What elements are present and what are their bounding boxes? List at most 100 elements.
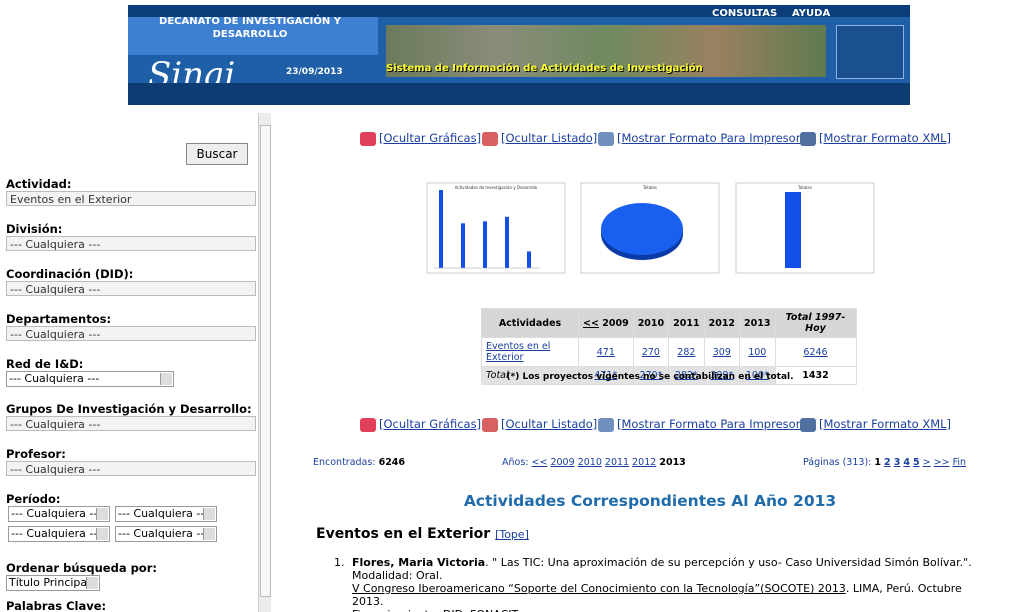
years-prev[interactable]: <<	[531, 457, 548, 468]
field-label: Actividad:	[6, 177, 72, 191]
chart-frame	[735, 182, 875, 274]
toolbar-link[interactable]: [Ocultar Gráficas]	[379, 417, 482, 431]
toolbar-link[interactable]: [Mostrar Formato Para Impresora]	[617, 131, 812, 145]
toolbar-item: [Mostrar Formato Para Impresora]	[598, 131, 812, 146]
value-link[interactable]: 6246	[803, 346, 828, 358]
year-link[interactable]: 2010	[577, 457, 602, 468]
header-cell: 2012	[703, 308, 741, 338]
date: 23/09/2013	[286, 67, 343, 77]
value-link[interactable]: 270*	[639, 370, 663, 381]
nav-link[interactable]: AYUDA	[792, 8, 831, 19]
field-label: Profesor:	[6, 447, 66, 461]
bar	[505, 216, 509, 268]
found: Encontradas: 6246	[313, 457, 405, 468]
row-link[interactable]: Eventos en el Exterior	[486, 341, 551, 363]
chart-title: Actividades de Investigación y Desarroll…	[455, 185, 538, 190]
page-link[interactable]: 5	[913, 457, 920, 468]
header-cell: 2010	[632, 308, 670, 338]
toolbar-link[interactable]: [Mostrar Formato XML]	[819, 417, 952, 431]
toolbar-link[interactable]: [Mostrar Formato Para Impresora]	[617, 417, 812, 431]
total-cell: 1432	[774, 366, 857, 385]
value-link[interactable]: 471*	[594, 370, 618, 381]
select[interactable]: --- Cualquiera ---	[115, 506, 217, 522]
item-text: . " Las TIC: Una aproximación de su perc…	[352, 556, 972, 582]
year-link[interactable]: 2011	[604, 457, 630, 468]
org-box	[128, 17, 378, 55]
field-box[interactable]: --- Cualquiera ---	[6, 416, 256, 431]
toolbar-item: [Ocultar Listado]	[482, 417, 597, 432]
top-link[interactable]: [Tope]	[495, 528, 529, 541]
nav-bar	[128, 5, 910, 17]
field-box[interactable]: --- Cualquiera ---	[6, 326, 256, 341]
page-link[interactable]: 3	[893, 457, 901, 468]
field-label: Período:	[6, 492, 61, 506]
field-box[interactable]: --- Cualquiera ---	[6, 281, 256, 296]
table-note: (*) Los proyectos vigentes no se contabi…	[506, 372, 794, 382]
bar	[439, 190, 443, 268]
value-link[interactable]: 309*	[710, 370, 734, 381]
toolbar-item: [Ocultar Gráficas]	[360, 131, 481, 146]
select[interactable]: Título Principal	[6, 575, 100, 591]
summary-table: Actividades << 2009 2010 2011 2012 2013 …	[481, 308, 857, 385]
toolbar-icon	[598, 131, 614, 146]
field-label: División:	[6, 222, 63, 236]
value-link[interactable]: 100*	[745, 370, 769, 381]
toolbar-item: [Mostrar Formato XML]	[800, 131, 951, 146]
field-box[interactable]: Eventos en el Exterior	[6, 191, 256, 206]
page-link[interactable]: Fin	[952, 457, 967, 468]
nav-link[interactable]: CONSULTAS	[712, 8, 778, 19]
toolbar-link[interactable]: [Ocultar Listado]	[501, 131, 598, 145]
page-link[interactable]: 2	[884, 457, 891, 468]
pages-label: Páginas (313):	[803, 457, 872, 468]
value-link[interactable]: 282*	[674, 370, 698, 381]
value-link[interactable]: 100	[748, 346, 767, 358]
toolbar-icon	[360, 131, 376, 146]
page-link[interactable]: >	[922, 457, 931, 468]
select[interactable]: --- Cualquiera ---	[6, 371, 174, 387]
prev-link[interactable]: <<	[583, 317, 599, 329]
found-label: Encontradas:	[313, 457, 376, 468]
item-number: 1.	[334, 556, 345, 569]
bar	[483, 221, 487, 268]
page-link[interactable]: 4	[903, 457, 910, 468]
item-body: Flores, Maria Victoria. " Las TIC: Una a…	[352, 556, 992, 612]
year-link[interactable]: 2012	[632, 457, 657, 468]
item: 1. Flores, Maria Victoria. " Las TIC: Un…	[334, 556, 994, 612]
value-link[interactable]: 282	[677, 346, 696, 358]
years-nav: Años: << 2009 2010 2011 2012 2013	[502, 457, 686, 468]
select[interactable]: --- Cualquiera ---	[115, 526, 217, 542]
author: Flores, Maria Victoria	[352, 556, 486, 569]
event: V Congreso Iberoamericano “Soporte del C…	[352, 582, 846, 595]
summary-table-wrap: Actividades << 2009 2010 2011 2012 2013 …	[481, 308, 857, 385]
value-link[interactable]: 309	[712, 346, 731, 358]
select[interactable]: --- Cualquiera ---	[8, 526, 110, 542]
place: . LIMA, Perú. Octubre 2013.	[352, 582, 962, 608]
toolbar-link[interactable]: [Mostrar Formato XML]	[819, 131, 952, 145]
table-row: Total 471* 270* 282* 309* 100* 1432	[481, 366, 857, 385]
toolbar-link[interactable]: [Ocultar Listado]	[501, 417, 598, 431]
select[interactable]: --- Cualquiera ---	[8, 506, 110, 522]
field-box[interactable]: --- Cualquiera ---	[6, 461, 256, 476]
search-button[interactable]: Buscar	[186, 143, 248, 165]
value-link[interactable]: 270	[641, 346, 660, 358]
scroll-thumb[interactable]	[260, 125, 271, 597]
total-bar	[785, 192, 801, 268]
year-link[interactable]: 2009	[550, 457, 575, 468]
toolbar-link[interactable]: [Ocultar Gráficas]	[379, 131, 482, 145]
header-cell: 2013	[739, 308, 776, 338]
field-label: Coordinación (DID):	[6, 267, 134, 281]
charts: Actividades de Investigación y Desarroll…	[426, 182, 875, 274]
row-label: Total	[481, 366, 579, 385]
value-link[interactable]: 471	[596, 346, 615, 358]
field-label: Palabras Clave:	[6, 599, 107, 612]
page-link[interactable]: >>	[933, 457, 950, 468]
field-box[interactable]: --- Cualquiera ---	[6, 236, 256, 251]
current-page: 1	[874, 457, 882, 468]
campus-photo	[386, 25, 826, 77]
header-cell: Total 1997-Hoy	[774, 308, 857, 338]
scrollbar[interactable]	[258, 113, 271, 612]
org-name: DECANATO DE INVESTIGACIÓN Y DESARROLLO	[159, 16, 341, 40]
header-cell: << 2009	[578, 308, 634, 338]
